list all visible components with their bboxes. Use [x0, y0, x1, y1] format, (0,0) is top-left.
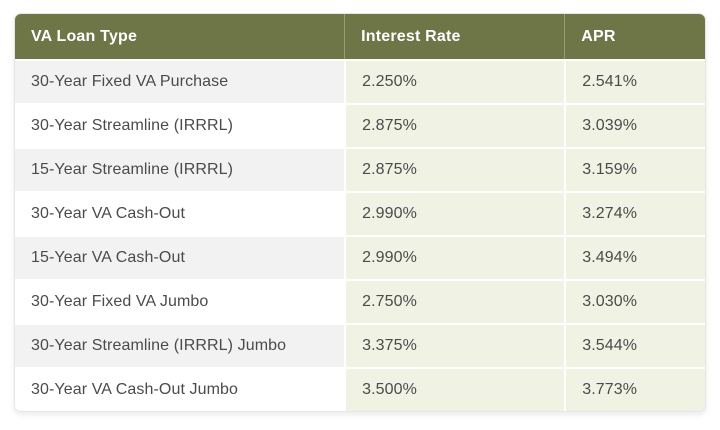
loan-type-cell: 30-Year Fixed VA Purchase	[15, 59, 345, 103]
table-row: 30-Year Fixed VA Jumbo 2.750% 3.030%	[15, 279, 705, 323]
apr-cell: 3.274%	[564, 191, 705, 235]
table-row: 30-Year Streamline (IRRRL) 2.875% 3.039%	[15, 103, 705, 147]
table-row: 30-Year VA Cash-Out Jumbo 3.500% 3.773%	[15, 367, 705, 411]
apr-cell: 3.494%	[564, 235, 705, 279]
column-header-apr: APR	[564, 14, 705, 59]
apr-cell: 3.159%	[564, 147, 705, 191]
loan-type-cell: 30-Year VA Cash-Out Jumbo	[15, 367, 345, 411]
loan-type-cell: 15-Year Streamline (IRRRL)	[15, 147, 345, 191]
interest-rate-cell: 2.750%	[344, 279, 565, 323]
column-header-loan-type: VA Loan Type	[15, 14, 345, 59]
interest-rate-cell: 3.375%	[344, 323, 565, 367]
table-row: 30-Year VA Cash-Out 2.990% 3.274%	[15, 191, 705, 235]
interest-rate-cell: 2.875%	[344, 147, 565, 191]
interest-rate-cell: 2.875%	[344, 103, 565, 147]
loan-type-cell: 30-Year Streamline (IRRRL)	[15, 103, 345, 147]
column-header-interest-rate: Interest Rate	[344, 14, 565, 59]
interest-rate-cell: 2.250%	[344, 59, 565, 103]
loan-type-cell: 30-Year Streamline (IRRRL) Jumbo	[15, 323, 345, 367]
interest-rate-cell: 3.500%	[344, 367, 565, 411]
table-row: 30-Year Streamline (IRRRL) Jumbo 3.375% …	[15, 323, 705, 367]
loan-type-cell: 30-Year VA Cash-Out	[15, 191, 345, 235]
loan-type-cell: 30-Year Fixed VA Jumbo	[15, 279, 345, 323]
apr-cell: 2.541%	[564, 59, 705, 103]
loan-type-cell: 15-Year VA Cash-Out	[15, 235, 345, 279]
interest-rate-cell: 2.990%	[344, 191, 565, 235]
table-row: 15-Year Streamline (IRRRL) 2.875% 3.159%	[15, 147, 705, 191]
header-row: VA Loan Type Interest Rate APR	[15, 14, 705, 59]
interest-rate-cell: 2.990%	[344, 235, 565, 279]
table-row: 15-Year VA Cash-Out 2.990% 3.494%	[15, 235, 705, 279]
apr-cell: 3.773%	[564, 367, 705, 411]
apr-cell: 3.544%	[564, 323, 705, 367]
rates-table: VA Loan Type Interest Rate APR 30-Year F…	[15, 14, 705, 411]
table-body: 30-Year Fixed VA Purchase 2.250% 2.541% …	[15, 59, 705, 411]
apr-cell: 3.030%	[564, 279, 705, 323]
apr-cell: 3.039%	[564, 103, 705, 147]
table-row: 30-Year Fixed VA Purchase 2.250% 2.541%	[15, 59, 705, 103]
va-loan-rates-table: VA Loan Type Interest Rate APR 30-Year F…	[14, 13, 706, 412]
